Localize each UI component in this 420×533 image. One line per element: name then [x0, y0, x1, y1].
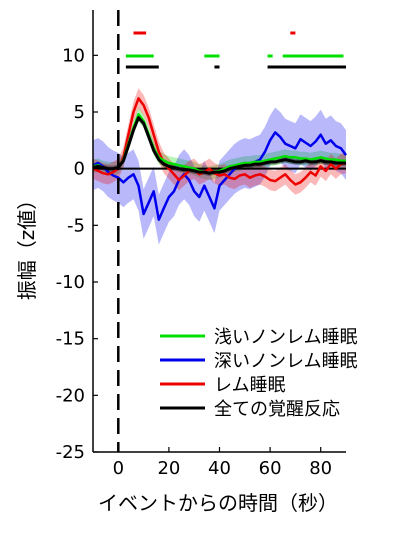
x-axis-label: イベントからの時間（秒） [98, 491, 338, 515]
series-line-3 [92, 116, 346, 175]
y-tick-label: -15 [56, 329, 85, 350]
y-tick-label: -25 [56, 442, 85, 463]
legend-item-light-nrem: 浅いノンレム睡眠 [160, 327, 358, 348]
series-line-2 [92, 97, 347, 186]
legend-item-rem: レム睡眠 [160, 375, 286, 396]
series-lines [92, 97, 347, 221]
x-tick-label: 60 [259, 458, 282, 479]
x-tick-label: 20 [157, 458, 180, 479]
x-tick-label: 80 [309, 458, 332, 479]
y-tick-label: 0 [74, 159, 85, 180]
legend: 浅いノンレム睡眠 深いノンレム睡眠 レム睡眠 全ての覚醒反応 [160, 327, 358, 420]
x-tick-label: 40 [208, 458, 231, 479]
legend-label: 浅いノンレム睡眠 [214, 327, 358, 348]
legend-label: 深いノンレム睡眠 [214, 351, 358, 372]
y-tick-label: -10 [56, 272, 85, 293]
y-tick-label: 5 [74, 102, 85, 123]
y-tick-label: 10 [62, 45, 85, 66]
legend-item-all-arousals: 全ての覚醒反応 [160, 399, 340, 420]
legend-item-deep-nrem: 深いノンレム睡眠 [160, 351, 358, 372]
series-line-1 [92, 131, 347, 221]
band-0 [93, 107, 346, 180]
legend-label: 全ての覚醒反応 [214, 399, 340, 420]
y-tick-label: -5 [67, 215, 85, 236]
y-tick-label: -20 [56, 385, 85, 406]
y-axis-label: 振幅（z値） [15, 190, 39, 301]
axes: -25 -20 -15 -10 -5 0 5 10 0 20 40 60 80 [56, 10, 346, 479]
legend-label: レム睡眠 [214, 375, 286, 396]
confidence-bands [93, 88, 346, 245]
x-tick-label: 0 [113, 458, 124, 479]
significance-bars [125, 31, 346, 69]
